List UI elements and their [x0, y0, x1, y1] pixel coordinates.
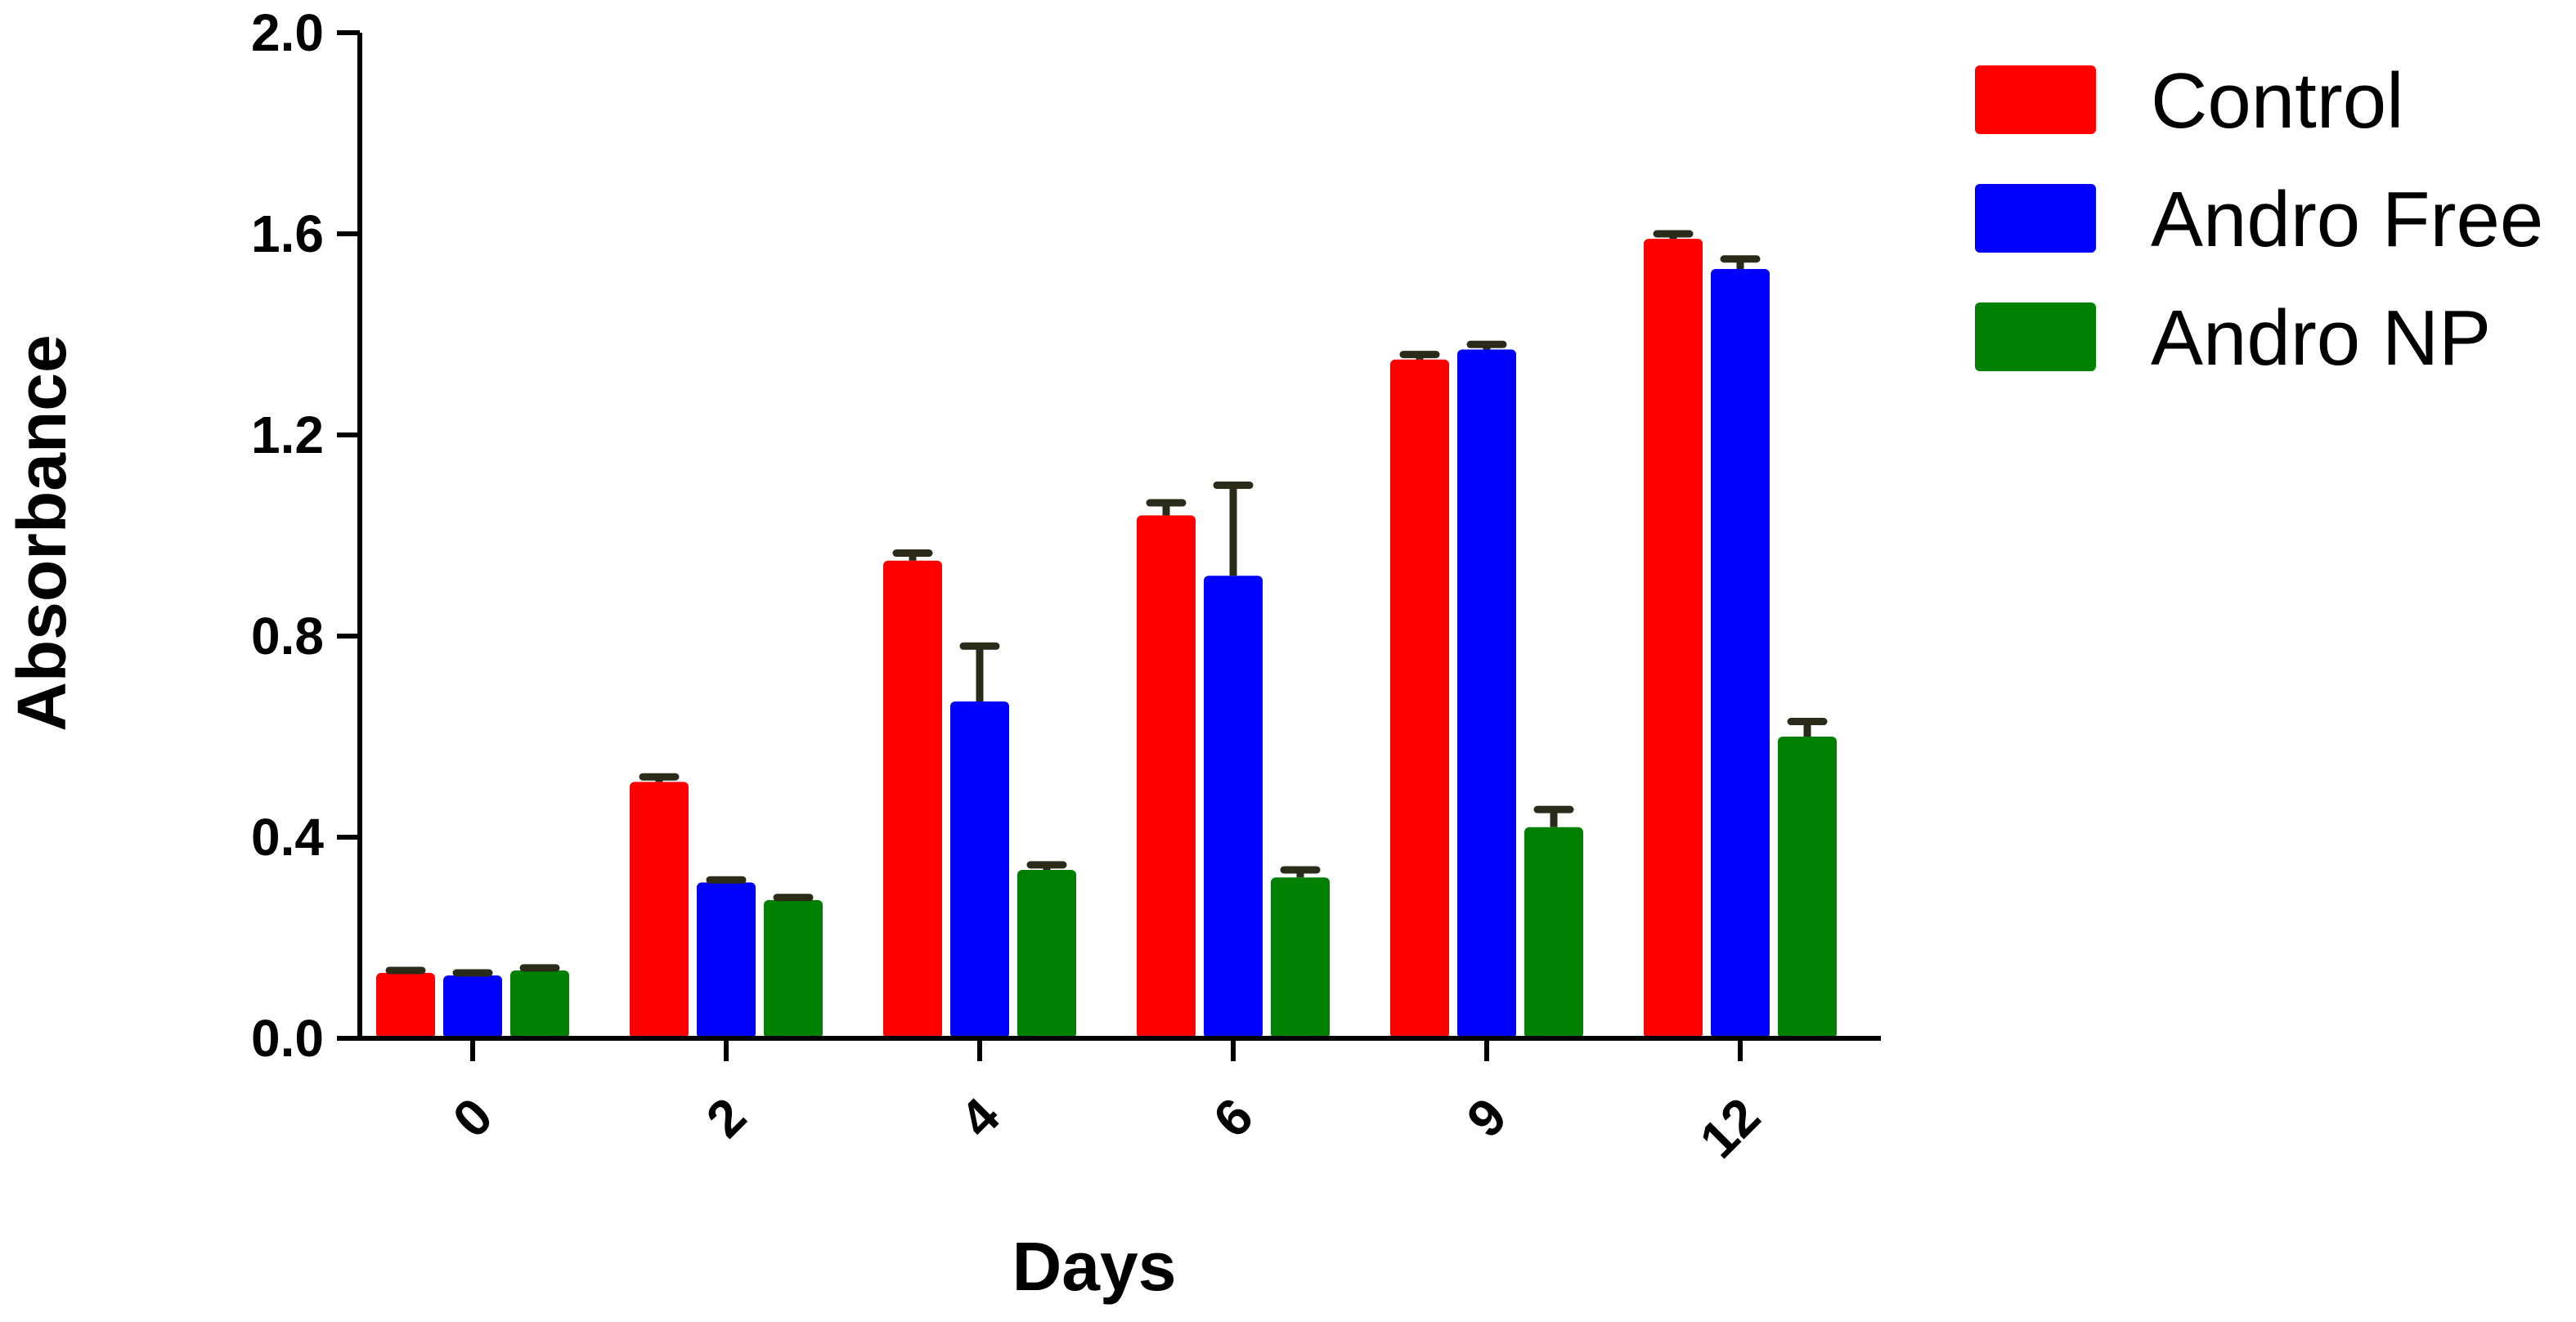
error-bars-layer — [385, 230, 1828, 977]
bar-andro-free-day-9 — [1457, 349, 1516, 1038]
bar-andro-free-day-12 — [1711, 269, 1770, 1038]
legend-label-control: Control — [2151, 57, 2403, 145]
x-axis-title: Days — [1012, 1228, 1177, 1305]
bar-andro-np-day-4 — [1017, 869, 1076, 1038]
legend-label-andro-np: Andro NP — [2151, 294, 2491, 382]
bar-andro-free-day-0 — [443, 975, 502, 1038]
bar-control-day-12 — [1644, 239, 1703, 1038]
legend-label-andro-free: Andro Free — [2151, 176, 2543, 263]
legend-swatch-control — [1975, 65, 2096, 134]
legend: Control Andro Free Andro NP — [1975, 57, 2543, 382]
y-tick-label: 0.8 — [251, 607, 324, 665]
bar-andro-free-day-6 — [1204, 576, 1263, 1038]
legend-swatch-andro-np — [1975, 302, 2096, 371]
x-tick-label: 2 — [695, 1087, 757, 1149]
x-tick-label: 12 — [1689, 1087, 1771, 1169]
bar-andro-np-day-2 — [764, 899, 823, 1038]
bar-andro-free-day-2 — [697, 882, 756, 1038]
x-tick-label: 4 — [949, 1087, 1011, 1149]
bar-andro-np-day-6 — [1271, 877, 1330, 1038]
bar-andro-np-day-9 — [1524, 827, 1583, 1038]
bar-control-day-2 — [630, 782, 689, 1038]
bar-control-day-4 — [883, 560, 942, 1038]
bar-control-day-6 — [1137, 515, 1196, 1038]
x-tick-label: 0 — [442, 1087, 504, 1149]
x-tick-label: 9 — [1456, 1087, 1518, 1149]
y-axis-title: Absorbance — [3, 334, 80, 731]
y-tick-label: 2.0 — [251, 3, 324, 62]
legend-swatch-andro-free — [1975, 184, 2096, 253]
x-tick-label: 6 — [1202, 1087, 1264, 1149]
bar-andro-np-day-12 — [1778, 737, 1837, 1038]
bar-control-day-9 — [1390, 359, 1449, 1038]
bar-andro-free-day-4 — [950, 701, 1009, 1038]
y-tick-label: 0.4 — [251, 808, 324, 867]
bar-andro-np-day-0 — [510, 970, 569, 1038]
bars-layer — [376, 239, 1837, 1038]
y-tick-label: 1.2 — [251, 406, 324, 464]
bar-control-day-0 — [376, 973, 435, 1038]
axes-layer: 0.0 0.4 0.8 1.2 1.6 2.0 0 2 4 6 9 12 — [251, 3, 1881, 1169]
y-tick-label: 0.0 — [251, 1009, 324, 1068]
y-tick-label: 1.6 — [251, 204, 324, 263]
